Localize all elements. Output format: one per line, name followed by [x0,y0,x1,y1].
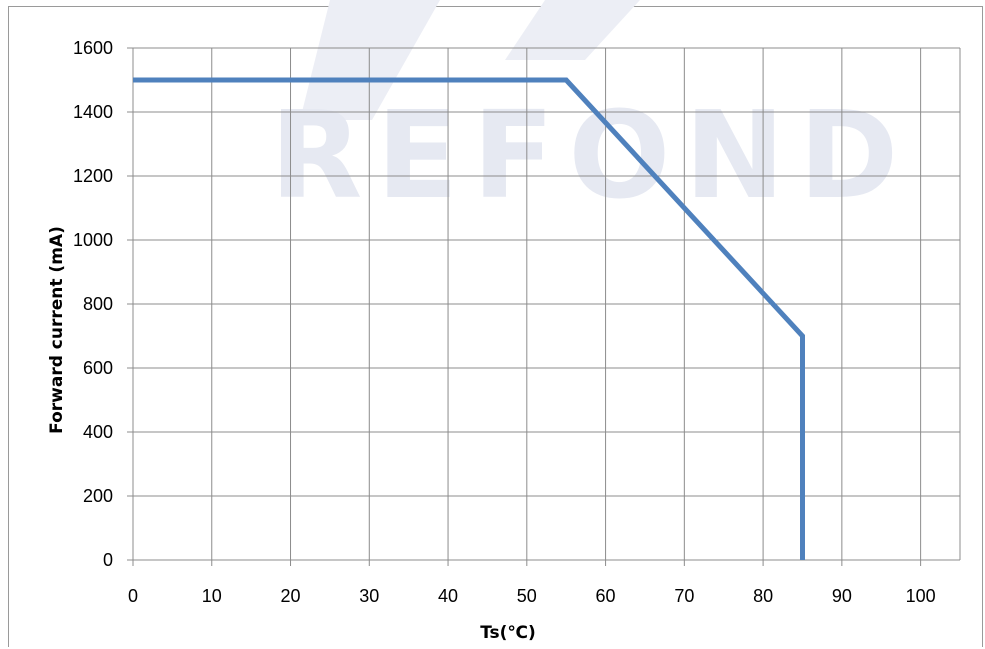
y-tick-label: 200 [83,486,113,506]
y-tick-label: 0 [103,550,113,570]
x-tick-label: 10 [202,586,222,606]
series-line [133,77,805,560]
watermark-swoosh-2 [505,0,640,60]
x-tick-label: 20 [281,586,301,606]
x-axis-ticks: 0 10 20 30 40 50 60 70 80 90 100 [128,586,936,606]
x-tick-label: 90 [832,586,852,606]
x-tick-label: 80 [753,586,773,606]
y-axis-ticks: 0 200 400 600 800 1000 1200 1400 1600 [73,38,113,570]
series-layer [133,77,805,560]
chart-frame [8,6,983,647]
grid [127,47,961,566]
y-tick-label: 1400 [73,102,113,122]
watermark: REFOND [270,0,912,226]
y-tick-label: 1000 [73,230,113,250]
y-tick-label: 400 [83,422,113,442]
y-tick-label: 1200 [73,166,113,186]
x-axis-title: Ts(℃) [480,623,536,643]
x-tick-label: 30 [359,586,379,606]
x-tick-label: 0 [128,586,138,606]
x-tick-label: 60 [596,586,616,606]
x-tick-label: 70 [674,586,694,606]
watermark-text: REFOND [270,87,912,226]
watermark-swoosh [300,0,440,120]
y-tick-label: 1600 [73,38,113,58]
x-tick-label: 100 [906,586,936,606]
y-axis-title: Forward current (mA) [47,226,67,434]
x-tick-label: 40 [438,586,458,606]
y-tick-label: 800 [83,294,113,314]
x-tick-label: 50 [517,586,537,606]
y-tick-label: 600 [83,358,113,378]
